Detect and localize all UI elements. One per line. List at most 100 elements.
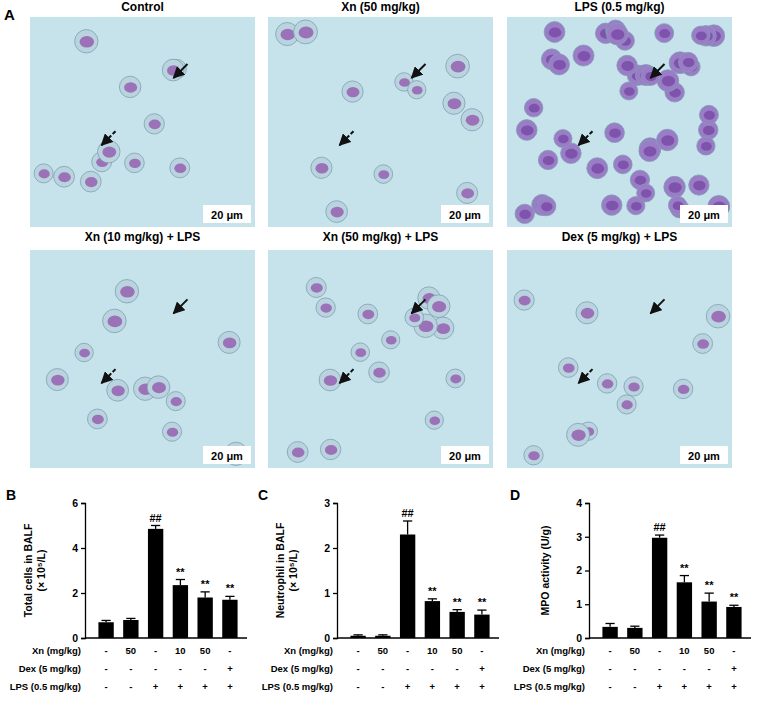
panel-label: A [4, 6, 15, 23]
cell-body [358, 304, 378, 324]
cell-body [606, 23, 628, 45]
treatment-value: + [227, 681, 233, 692]
significance-mark: ** [453, 596, 462, 608]
treatment-value: - [609, 681, 612, 692]
cell-nucleus [661, 135, 674, 146]
treatment-value: - [105, 645, 108, 656]
error-bar-stem [180, 580, 181, 586]
arrow-dashed [340, 369, 354, 383]
y-tick-label: 0 [324, 632, 330, 644]
treatment-value: + [657, 681, 663, 692]
cell-body [538, 150, 557, 169]
arrow-solid [412, 299, 426, 313]
cell-nucleus [466, 115, 480, 126]
cell-nucleus [124, 82, 137, 92]
treatment-value: + [202, 681, 208, 692]
significance-mark: ** [201, 578, 210, 590]
cell-nucleus [51, 375, 65, 386]
cell-nucleus [644, 146, 657, 156]
treatment-row-label: LPS (0.5 mg/kg) [10, 681, 81, 692]
y-tick-label: 3 [576, 531, 582, 543]
treatment-value: 50 [200, 645, 211, 656]
treatment-value: + [706, 681, 712, 692]
cell-body [103, 309, 127, 333]
cell-nucleus [519, 210, 531, 219]
cell-nucleus [325, 445, 337, 455]
cell-nucleus [519, 296, 531, 306]
cell-nucleus [693, 181, 705, 191]
error-bar-cap [630, 626, 639, 627]
cell-nucleus [543, 156, 555, 165]
y-tick-mark [333, 548, 337, 549]
error-bar [201, 592, 210, 598]
bar [627, 628, 642, 638]
cell-nucleus [678, 385, 690, 394]
y-tick: 0 [576, 632, 589, 644]
cell-body [443, 92, 465, 114]
error-bar [353, 634, 362, 636]
treatment-value: - [633, 663, 636, 674]
cell-nucleus [711, 311, 726, 323]
cell-body [144, 114, 164, 134]
scale-bar-box [441, 205, 489, 223]
cell-nucleus [578, 51, 591, 61]
y-tick: 6 [72, 497, 85, 509]
treatment-value: + [227, 663, 233, 674]
significance-mark: ** [478, 596, 487, 608]
arrow-solid [412, 64, 426, 78]
treatment-value: - [129, 663, 132, 674]
cell-nucleus [565, 149, 577, 159]
treatment-value: + [454, 681, 460, 692]
error-bar [453, 610, 462, 612]
bar [425, 601, 440, 638]
cell-nucleus [167, 428, 178, 437]
cell-body [119, 76, 140, 97]
cell-body [573, 45, 594, 66]
cell-nucleus [378, 170, 389, 179]
arrow-solid [174, 299, 188, 313]
panel-label: C [258, 487, 268, 503]
bar [123, 620, 138, 638]
cell-body [617, 395, 636, 414]
micrograph-title: Xn (50 mg/kg) + LPS [323, 230, 439, 244]
treatment-value: 10 [175, 645, 186, 656]
error-bar-cap [101, 620, 110, 621]
significance-mark: ** [730, 591, 739, 603]
cell-nucleus [412, 86, 423, 95]
cell-nucleus [618, 160, 629, 169]
y-tick-label: 6 [72, 497, 78, 509]
plot-marks [98, 526, 237, 639]
error-bar-cap [655, 534, 664, 535]
cell-body [624, 377, 643, 396]
micrograph: Dex (5 mg/kg) + LPS20 μm [507, 230, 732, 468]
y-tick-label: 0 [72, 632, 78, 644]
cell-nucleus [591, 164, 604, 174]
significance-mark: ** [705, 579, 714, 591]
micrograph-background [30, 17, 255, 227]
cell-nucleus [558, 135, 569, 143]
treatment-row-label: Dex (5 mg/kg) [271, 663, 333, 674]
cell-body [637, 184, 655, 202]
y-tick: 0 [324, 632, 337, 644]
bar [400, 535, 415, 639]
y-tick-label: 0 [576, 632, 582, 644]
y-tick: 4 [72, 542, 85, 554]
y-tick: 0 [72, 632, 85, 644]
cell-nucleus [628, 382, 639, 391]
y-tick: 2 [324, 542, 337, 554]
y-axis: 0246 [72, 497, 85, 644]
plot-marks [350, 521, 489, 638]
cell-nucleus [662, 76, 675, 87]
y-tick-mark [585, 604, 589, 605]
treatment-value: - [633, 681, 636, 692]
error-bar-cap [378, 634, 387, 635]
y-tick-mark [81, 503, 85, 504]
arrow-solid [651, 299, 665, 313]
error-bar-cap [176, 579, 185, 580]
cell-body [699, 105, 718, 124]
treatment-value: - [708, 663, 711, 674]
cell-body [75, 343, 93, 361]
error-bar-cap [201, 591, 210, 592]
significance-mark: ** [176, 566, 185, 578]
cell-nucleus [703, 126, 715, 135]
